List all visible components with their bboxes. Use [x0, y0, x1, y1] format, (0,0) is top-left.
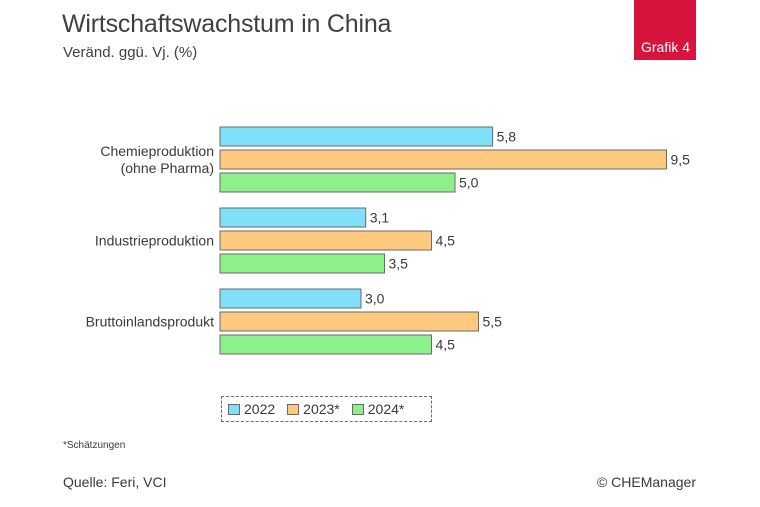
figure-badge: Grafik 4 — [634, 0, 696, 60]
legend-item-2022: 2022 — [228, 401, 275, 417]
bar-chart: Chemieproduktion(ohne Pharma) 5,8 9,5 5,0 In… — [86, 126, 691, 355]
chart-title: Wirtschaftswachstum in China — [62, 10, 392, 38]
legend-item-2024: 2024* — [351, 401, 405, 417]
data-label: 9,5 — [671, 152, 691, 168]
legend-item-2023: 2023* — [287, 401, 340, 417]
category-label: Chemieproduktion — [100, 143, 214, 159]
footnote: *Schätzungen — [63, 440, 126, 451]
legend-swatch-2023 — [287, 403, 300, 415]
data-label: 5,8 — [497, 129, 517, 145]
bar-2023-1 — [219, 230, 432, 251]
category-label: Bruttoinlandsprodukt — [86, 314, 215, 330]
legend-swatch-2022 — [228, 403, 240, 415]
legend-label-2022: 2022 — [244, 401, 276, 417]
data-label: 3,0 — [365, 291, 385, 307]
legend-swatch-2024 — [351, 403, 364, 415]
data-label: 3,5 — [389, 256, 409, 272]
category-label: Industrieproduktion — [95, 233, 214, 249]
legend-label-2023: 2023* — [303, 401, 340, 417]
bar-2024-2 — [219, 334, 432, 355]
data-label: 5,0 — [459, 175, 479, 191]
chart-legend: 2022 2023* 2024* — [221, 396, 432, 422]
bar-2024-0 — [219, 172, 456, 193]
bar-2022-1 — [219, 207, 367, 228]
copyright-note: © CHEManager — [596, 474, 696, 490]
data-label: 4,5 — [436, 337, 456, 353]
data-label: 4,5 — [436, 233, 456, 249]
legend-label-2024: 2024* — [367, 401, 405, 417]
bar-2022-2 — [219, 288, 362, 309]
category-label: (ohne Pharma) — [121, 160, 214, 176]
bar-2023-0 — [219, 149, 667, 170]
bar-2022-0 — [219, 126, 494, 147]
chart-subtitle: Veränd. ggü. Vj. (%) — [63, 44, 198, 61]
data-label: 3,1 — [370, 210, 390, 226]
bar-2023-2 — [219, 311, 479, 332]
source-note: Quelle: Feri, VCI — [63, 474, 167, 490]
bar-2024-1 — [219, 253, 385, 274]
data-label: 5,5 — [483, 314, 503, 330]
figure-badge-label: Grafik 4 — [640, 39, 690, 55]
